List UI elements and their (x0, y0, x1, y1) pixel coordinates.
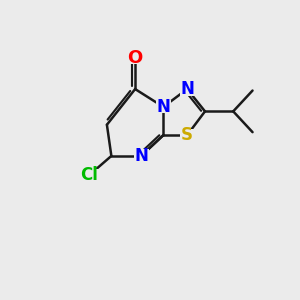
Text: O: O (128, 49, 143, 67)
Bar (180, 82, 195, 96)
Text: N: N (134, 147, 148, 165)
Bar (80, 169, 99, 182)
Bar (134, 149, 148, 163)
Bar (180, 129, 195, 142)
Text: S: S (181, 126, 193, 144)
Text: Cl: Cl (80, 166, 98, 184)
Bar (156, 100, 171, 113)
Text: N: N (156, 98, 170, 116)
Text: N: N (180, 80, 194, 98)
Bar (128, 51, 142, 64)
